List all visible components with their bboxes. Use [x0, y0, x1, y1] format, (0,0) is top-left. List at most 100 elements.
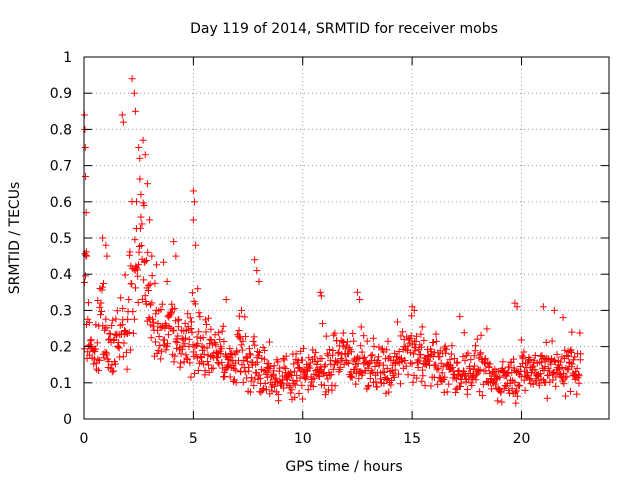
data-point	[357, 323, 365, 331]
data-point	[563, 352, 571, 360]
data-point	[122, 348, 130, 356]
data-point	[136, 154, 144, 162]
data-point	[135, 144, 143, 151]
data-point	[461, 357, 469, 365]
data-point	[516, 382, 524, 390]
data-point	[181, 319, 189, 327]
y-tick-label: 0.5	[50, 231, 72, 247]
data-point	[456, 383, 464, 391]
data-point	[365, 381, 373, 389]
data-point	[246, 350, 254, 358]
data-point	[119, 353, 127, 361]
data-point	[334, 359, 342, 367]
data-point	[92, 345, 100, 353]
data-point	[494, 397, 502, 405]
data-point	[417, 343, 425, 351]
data-point	[172, 335, 180, 343]
data-point	[331, 329, 339, 337]
data-point	[384, 374, 392, 382]
data-point	[265, 360, 273, 368]
data-point	[313, 361, 321, 369]
data-point	[317, 292, 325, 300]
data-point	[553, 350, 561, 358]
data-point	[96, 303, 104, 311]
data-point	[149, 315, 157, 323]
data-point	[164, 340, 172, 348]
data-point	[124, 315, 132, 323]
data-point	[131, 107, 139, 115]
data-point	[448, 363, 456, 371]
data-point	[468, 381, 476, 389]
data-point	[200, 360, 208, 368]
data-point	[97, 299, 105, 307]
data-point	[171, 352, 179, 360]
data-point	[441, 342, 449, 350]
data-point	[142, 256, 150, 264]
data-point	[421, 382, 429, 390]
data-point	[119, 304, 127, 312]
data-point	[452, 385, 460, 393]
data-point	[193, 333, 201, 341]
data-point	[132, 284, 140, 292]
data-point	[238, 306, 245, 314]
data-point	[253, 267, 261, 275]
data-point	[121, 271, 129, 279]
data-point	[87, 336, 95, 344]
data-point	[194, 340, 202, 348]
data-point	[211, 331, 219, 339]
data-point	[329, 365, 337, 373]
data-point	[117, 294, 125, 302]
data-point	[156, 342, 164, 350]
data-point	[372, 378, 380, 386]
data-point	[517, 373, 525, 381]
data-point	[305, 354, 313, 362]
data-point	[204, 314, 212, 322]
data-point	[503, 370, 511, 378]
data-point	[391, 366, 399, 374]
data-point	[191, 369, 199, 377]
data-point	[320, 363, 328, 371]
data-point	[237, 367, 245, 375]
data-point	[195, 328, 203, 336]
data-point	[358, 348, 366, 356]
data-point	[359, 355, 367, 363]
data-point	[148, 299, 156, 307]
data-point	[260, 355, 268, 363]
data-point	[218, 327, 226, 335]
data-point	[357, 342, 365, 350]
data-point	[148, 252, 156, 260]
data-point	[396, 380, 404, 388]
data-point	[133, 266, 141, 274]
data-point	[521, 386, 529, 394]
data-point	[199, 333, 207, 341]
data-point	[145, 314, 153, 322]
data-point	[315, 372, 323, 380]
data-point	[171, 305, 179, 313]
data-point	[250, 382, 258, 390]
data-point	[106, 330, 114, 338]
data-point	[564, 352, 572, 360]
data-point	[416, 351, 424, 359]
data-point	[134, 298, 142, 306]
data-point	[461, 371, 469, 379]
data-point	[241, 313, 249, 321]
data-point	[415, 357, 423, 365]
x-tick-label: 15	[403, 431, 421, 447]
data-point	[566, 347, 574, 355]
data-point	[364, 383, 372, 391]
data-point	[174, 323, 182, 331]
data-point	[97, 311, 105, 319]
data-point	[260, 384, 268, 392]
data-point	[478, 392, 486, 400]
data-point	[347, 372, 355, 380]
data-point	[556, 358, 564, 366]
data-point	[235, 326, 243, 334]
data-point	[235, 312, 243, 320]
data-point	[337, 355, 345, 363]
data-point	[274, 358, 282, 366]
data-point	[268, 387, 276, 395]
data-point	[374, 353, 382, 361]
data-point	[476, 388, 484, 396]
data-point	[568, 328, 576, 336]
data-point	[442, 349, 450, 357]
